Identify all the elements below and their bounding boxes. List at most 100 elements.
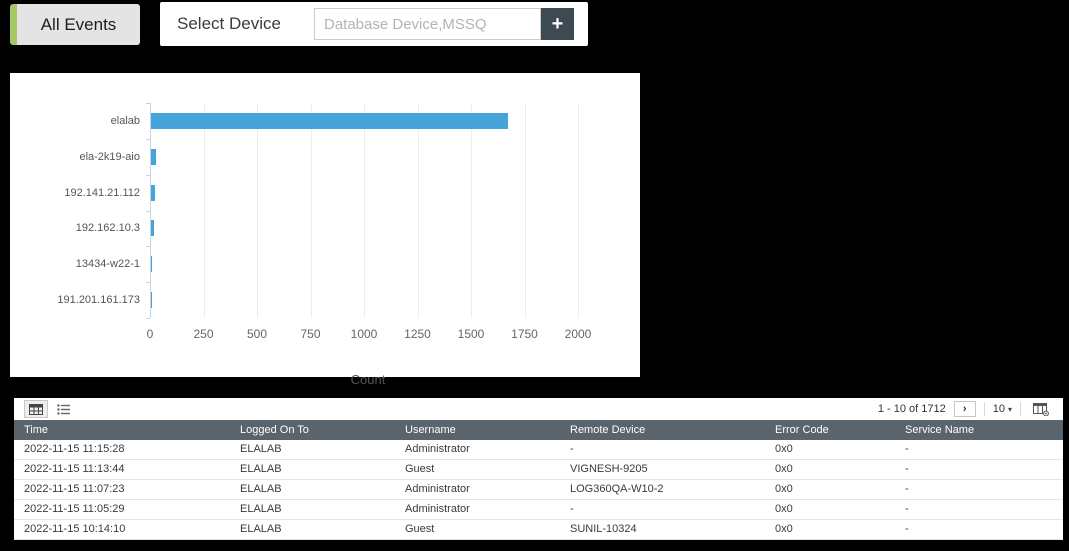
- column-header[interactable]: Logged On To: [240, 424, 309, 436]
- chart-category-label: 192.162.10.3: [75, 222, 140, 235]
- chart-x-tick-label: 1000: [350, 327, 378, 341]
- table-cell: -: [570, 443, 574, 455]
- table-cell: 2022-11-15 11:07:23: [24, 483, 125, 495]
- chart-bar-13434-w22-1[interactable]: [151, 256, 152, 273]
- column-header[interactable]: Service Name: [905, 424, 975, 436]
- chart-y-tick: [146, 103, 150, 104]
- chart-y-tick: [146, 210, 150, 212]
- table-cell: -: [905, 463, 909, 475]
- table-body: 2022-11-15 11:15:28 ELALAB Administrator - 0…: [14, 440, 1063, 540]
- table-cell: LOG360QA-W10-2: [570, 483, 664, 495]
- chart-x-tick-label: 1750: [511, 327, 538, 341]
- table-cell: ELALAB: [240, 523, 282, 535]
- chart-bar-192.162.10.3[interactable]: [151, 220, 154, 237]
- chart-gridline: [471, 103, 472, 318]
- chart-x-tick-label: 500: [246, 327, 268, 341]
- table-cell: ELALAB: [240, 463, 282, 475]
- chart-gridline: [364, 103, 365, 318]
- list-view-button[interactable]: [51, 400, 75, 418]
- table-cell: ELALAB: [240, 483, 282, 495]
- table-cell: -: [905, 523, 909, 535]
- table-cell: -: [905, 483, 909, 495]
- table-cell: 0x0: [775, 503, 793, 515]
- table-row[interactable]: 2022-11-15 11:07:23 ELALAB Administrator LO…: [14, 480, 1063, 500]
- chart-y-tick: [146, 138, 150, 140]
- column-settings-button[interactable]: [1029, 400, 1053, 418]
- chart-x-axis-title: Count: [350, 372, 386, 387]
- chart-bar-192.141.21.112[interactable]: [151, 184, 156, 201]
- caret-down-icon: ▾: [1007, 404, 1012, 414]
- column-header[interactable]: Error Code: [775, 424, 829, 436]
- select-device-label: Select Device: [177, 14, 281, 33]
- chart-category-label: ela-2k19-aio: [79, 150, 140, 163]
- table-cell: Administrator: [405, 443, 470, 455]
- page-size-value: 10: [992, 403, 1005, 415]
- chart-y-tick: [146, 282, 150, 284]
- chart-y-tick: [146, 174, 150, 176]
- table-cell: -: [570, 503, 574, 515]
- chart-category-label: elalab: [110, 114, 140, 127]
- table-cell: 0x0: [775, 523, 793, 535]
- chart-category-label: 191.201.161.173: [57, 294, 140, 307]
- table-row[interactable]: 2022-11-15 11:05:29 ELALAB Administrator - 0…: [14, 500, 1063, 520]
- chart-category-label: 13434-w22-1: [75, 258, 140, 271]
- table-cell: -: [905, 503, 909, 515]
- table-cell: 2022-11-15 10:14:10: [24, 523, 126, 535]
- chart-x-tick-label: 1500: [457, 327, 485, 341]
- events-bar-chart: elalab ela-2k19-aio 192.141.21.112 192.162.…: [10, 73, 640, 387]
- chart-category-labels: elalab ela-2k19-aio 192.141.21.112 192.162.…: [10, 103, 142, 318]
- chart-y-tick: [146, 318, 150, 319]
- chart-x-tick-label: 1250: [404, 327, 431, 341]
- chart-gridline: [203, 103, 205, 318]
- column-settings-icon: [1033, 402, 1049, 416]
- table-row[interactable]: 2022-11-15 10:14:10 ELALAB Guest SUNIL-1032…: [14, 520, 1063, 540]
- pagination-range-label: 1 - 10 of 1712: [877, 403, 946, 415]
- column-header[interactable]: Time: [24, 424, 49, 436]
- table-row[interactable]: 2022-11-15 11:13:44 ELALAB Guest VIGNESH-92…: [14, 460, 1063, 480]
- chart-gridline: [257, 103, 258, 318]
- chart-category-label: 192.141.21.112: [64, 186, 140, 199]
- chevron-right-icon: ›: [962, 403, 967, 415]
- chart-x-tick-label: 750: [300, 327, 321, 341]
- tab-all-events[interactable]: All Events: [10, 4, 140, 45]
- device-selector-panel: Select Device +: [160, 2, 588, 46]
- table-pagination: 1 - 10 of 1712 › 10 ▾: [878, 400, 1053, 418]
- grid-view-icon: [29, 403, 43, 415]
- table-cell: 2022-11-15 11:13:44: [24, 463, 125, 475]
- page-size-dropdown[interactable]: 10 ▾: [993, 403, 1012, 415]
- chart-y-axis: [150, 103, 151, 318]
- chart-bar-elalab[interactable]: [151, 112, 508, 129]
- table-row[interactable]: 2022-11-15 11:15:28 ELALAB Administrator - 0…: [14, 440, 1063, 460]
- chart-x-tick-label: 0: [146, 327, 154, 341]
- table-cell: Administrator: [405, 503, 470, 515]
- table-header-row: Time Logged On To Username Remote Device Err…: [14, 420, 1063, 440]
- add-device-button[interactable]: +: [541, 8, 574, 40]
- table-cell: Guest: [405, 463, 435, 475]
- table-cell: Administrator: [405, 483, 470, 495]
- table-cell: ELALAB: [240, 443, 282, 455]
- chart-bar-ela-2k19-aio[interactable]: [151, 148, 156, 165]
- table-cell: Guest: [405, 523, 435, 535]
- chart-gridline: [524, 103, 526, 318]
- column-header[interactable]: Username: [405, 424, 456, 436]
- table-toolbar: 1 - 10 of 1712 › 10 ▾: [14, 398, 1063, 420]
- plus-icon: +: [551, 13, 564, 35]
- chart-plot: 0 250 500 750 1000 1250 1500 1750 2000: [146, 103, 591, 341]
- table-cell: 2022-11-15 11:05:29: [24, 503, 125, 515]
- device-search-input[interactable]: [314, 8, 541, 40]
- chart-x-tick-label: 250: [193, 327, 214, 341]
- toolbar-divider: [1020, 402, 1021, 416]
- table-cell: 2022-11-15 11:15:28: [24, 443, 125, 455]
- tab-all-events-label: All Events: [40, 14, 117, 34]
- grid-view-button[interactable]: [24, 400, 48, 418]
- table-cell: 0x0: [775, 443, 793, 455]
- chart-gridline: [417, 103, 419, 318]
- column-header[interactable]: Remote Device: [570, 424, 646, 436]
- toolbar-divider: [983, 402, 985, 416]
- next-page-button[interactable]: ›: [953, 401, 976, 417]
- list-view-icon: [56, 403, 70, 415]
- chart-y-tick: [146, 246, 150, 248]
- table-cell: 0x0: [775, 463, 793, 475]
- table-cell: -: [905, 443, 909, 455]
